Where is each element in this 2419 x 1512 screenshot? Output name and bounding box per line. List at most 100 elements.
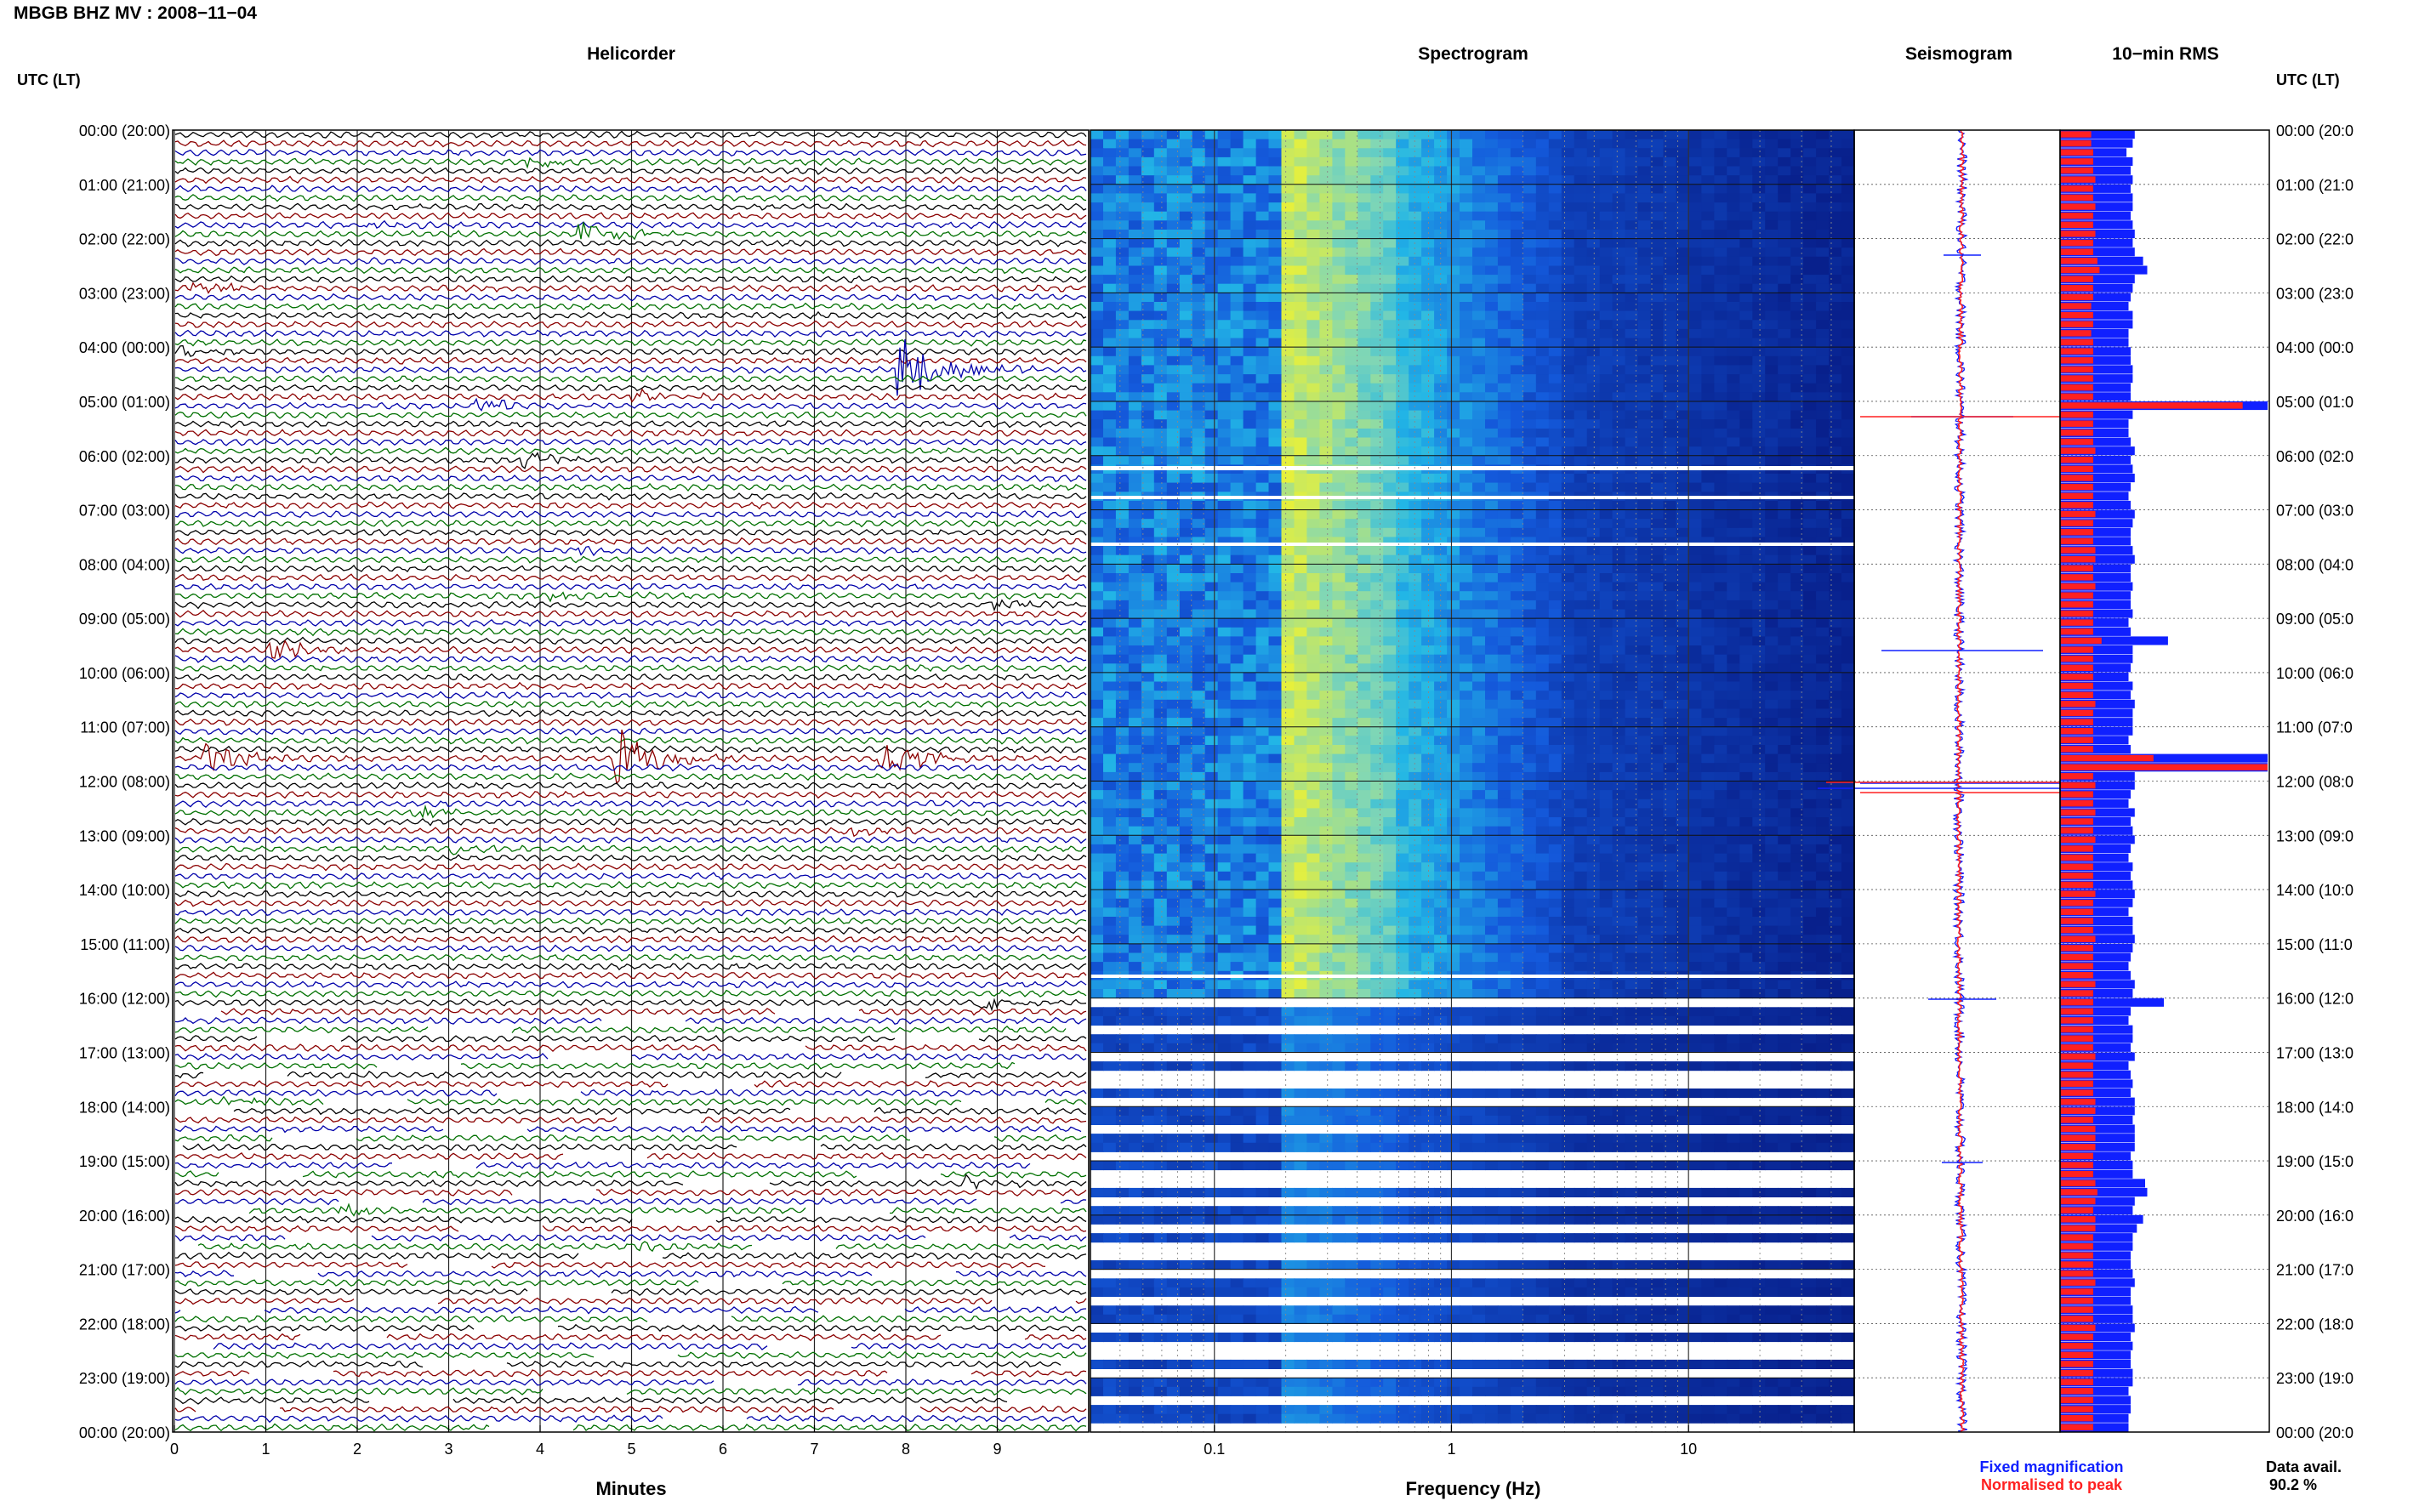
spectrogram-cell [1472, 265, 1486, 276]
spectrogram-cell [1650, 347, 1665, 357]
spectrogram-cell [1472, 645, 1486, 656]
spectrogram-cell [1153, 474, 1168, 484]
spectrogram-cell [1217, 347, 1232, 357]
spectrogram-cell [1485, 591, 1499, 601]
spectrogram-cell [1166, 573, 1181, 583]
spectrogram-cell [1115, 428, 1130, 438]
spectrogram-cell [1816, 609, 1830, 619]
spectrogram-cell [1676, 256, 1690, 266]
spectrogram-cell [1166, 636, 1181, 646]
spectrogram-cell [1243, 428, 1257, 438]
spectrogram-cell [1727, 365, 1740, 375]
spectrogram-cell [1166, 220, 1181, 230]
spectrogram-cell [1816, 853, 1830, 863]
spectrogram-cell [1230, 238, 1244, 248]
spectrogram-cell [1345, 455, 1358, 465]
spectrogram-cell [1841, 148, 1855, 158]
spectrogram-cell [1586, 672, 1601, 682]
spectrogram-cell [1460, 230, 1473, 240]
spectrogram-cell [1217, 455, 1232, 465]
spectrogram-cell [1332, 437, 1346, 447]
spectrogram-cell [1192, 500, 1206, 510]
spectrogram-cell [1345, 835, 1358, 845]
spectrogram-cell [1510, 455, 1524, 465]
spectrogram-cell [1727, 256, 1740, 266]
spectrogram-cell [1243, 835, 1257, 845]
spectrogram-cell [1230, 419, 1244, 429]
spectrogram-cell [1599, 736, 1614, 746]
spectrogram-cell [1192, 293, 1206, 303]
spectrogram-cell [1599, 500, 1614, 510]
spectrogram-cell [1128, 175, 1142, 185]
spectrogram-cell [1166, 482, 1181, 492]
spectrogram-cell [1701, 193, 1715, 203]
spectrogram-cell [1306, 211, 1320, 221]
spectrogram-cell [1816, 220, 1830, 230]
spectrogram-cell [1370, 365, 1384, 375]
spectrogram-cell [1688, 156, 1702, 167]
spectrogram-cell [1535, 310, 1550, 321]
spectrogram-cell [1739, 302, 1753, 312]
spectrogram-cell [1727, 428, 1740, 438]
spectrogram-cell [1676, 826, 1690, 836]
spectrogram-cell [1141, 844, 1155, 854]
spectrogram-cell [1192, 537, 1206, 547]
spectrogram-cell [1714, 799, 1727, 809]
spectrogram-cell [1153, 537, 1168, 547]
spectrogram-cell [1841, 283, 1855, 293]
spectrogram-cell [1217, 355, 1232, 366]
spectrogram-cell [1460, 573, 1473, 583]
spectrogram-cell [1586, 455, 1601, 465]
spectrogram-cell [1281, 175, 1295, 185]
spectrogram-cell [1255, 247, 1270, 258]
spectrogram-cell [1778, 166, 1791, 176]
spectrogram-cell [1383, 808, 1397, 818]
spectrogram-cell [1396, 763, 1409, 773]
spectrogram-cell [1752, 699, 1766, 709]
spectrogram-cell [1625, 293, 1639, 303]
spectrogram-cell [1739, 428, 1753, 438]
spectrogram-cell [1586, 745, 1601, 755]
spectrogram-cell [1625, 230, 1639, 240]
spectrogram-cell [1268, 781, 1283, 791]
spectrogram-cell [1409, 419, 1422, 429]
spectrogram-cell [1714, 355, 1727, 366]
spectrogram-cell [1778, 355, 1791, 366]
spectrogram-cell [1523, 564, 1537, 574]
spectrogram-cell [1421, 500, 1435, 510]
spectrogram-cell [1650, 573, 1665, 583]
spectrogram-cell [1179, 726, 1193, 736]
spectrogram-cell [1192, 672, 1206, 682]
spectrogram-cell [1586, 392, 1601, 402]
spectrogram-cell [1255, 482, 1270, 492]
spectrogram-cell [1294, 474, 1308, 484]
spectrogram-cell [1535, 573, 1550, 583]
spectrogram-cell [1714, 835, 1727, 845]
spectrogram-cell [1281, 663, 1295, 674]
spectrogram-cell [1319, 365, 1333, 375]
spectrogram-cell [1574, 645, 1588, 656]
spectrogram-cell [1128, 139, 1142, 149]
spectrogram-cell [1268, 826, 1283, 836]
spectrogram-cell [1383, 835, 1397, 845]
spectrogram-cell [1548, 600, 1562, 610]
spectrogram-cell [1447, 247, 1460, 258]
spectrogram-cell [1752, 184, 1766, 194]
spectrogram-cell [1103, 663, 1117, 674]
spectrogram-cell [1434, 455, 1448, 465]
spectrogram-cell [1141, 519, 1155, 529]
spectrogram-cell [1357, 383, 1371, 393]
spectrogram-cell [1803, 500, 1817, 510]
spectrogram-cell [1535, 238, 1550, 248]
spectrogram-cell [1409, 745, 1422, 755]
spectrogram-cell [1574, 718, 1588, 728]
spectrogram-cell [1460, 527, 1473, 537]
spectrogram-cell [1510, 347, 1524, 357]
spectrogram-cell [1586, 500, 1601, 510]
spectrogram-cell [1141, 156, 1155, 167]
spectrogram-cell [1472, 718, 1486, 728]
spectrogram-cell [1103, 310, 1117, 321]
spectrogram-cell [1535, 374, 1550, 384]
spectrogram-cell [1370, 310, 1384, 321]
spectrogram-cell [1561, 726, 1575, 736]
